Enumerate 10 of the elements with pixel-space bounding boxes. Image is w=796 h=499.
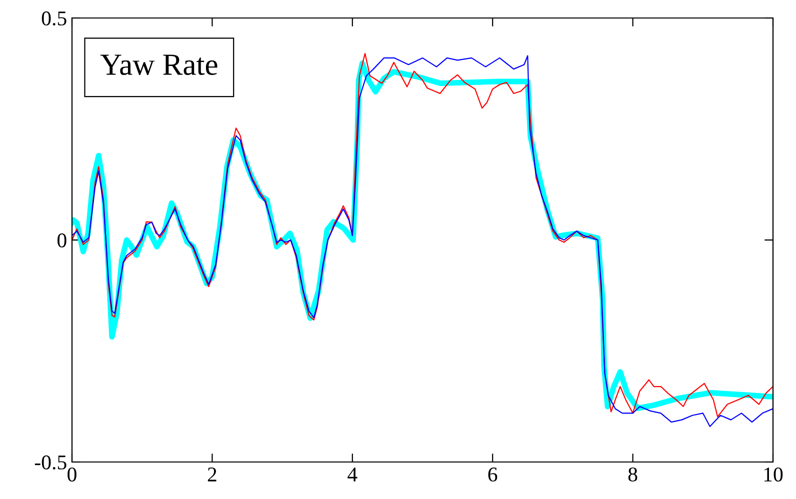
x-tick-label: 4 — [348, 468, 358, 482]
x-tick-label: 0 — [68, 467, 76, 482]
y-tick-label: -0.5 — [34, 455, 66, 470]
x-tick-label: 2 — [208, 468, 216, 482]
x-tick-label: 8 — [628, 467, 638, 482]
x-tick-label: 10 — [764, 467, 783, 482]
text: Yaw Rate — [100, 54, 218, 76]
y-tick-label: 0 — [58, 233, 66, 248]
y-tick-label: 0.5 — [42, 11, 66, 26]
x-tick-label: 6 — [488, 468, 498, 482]
